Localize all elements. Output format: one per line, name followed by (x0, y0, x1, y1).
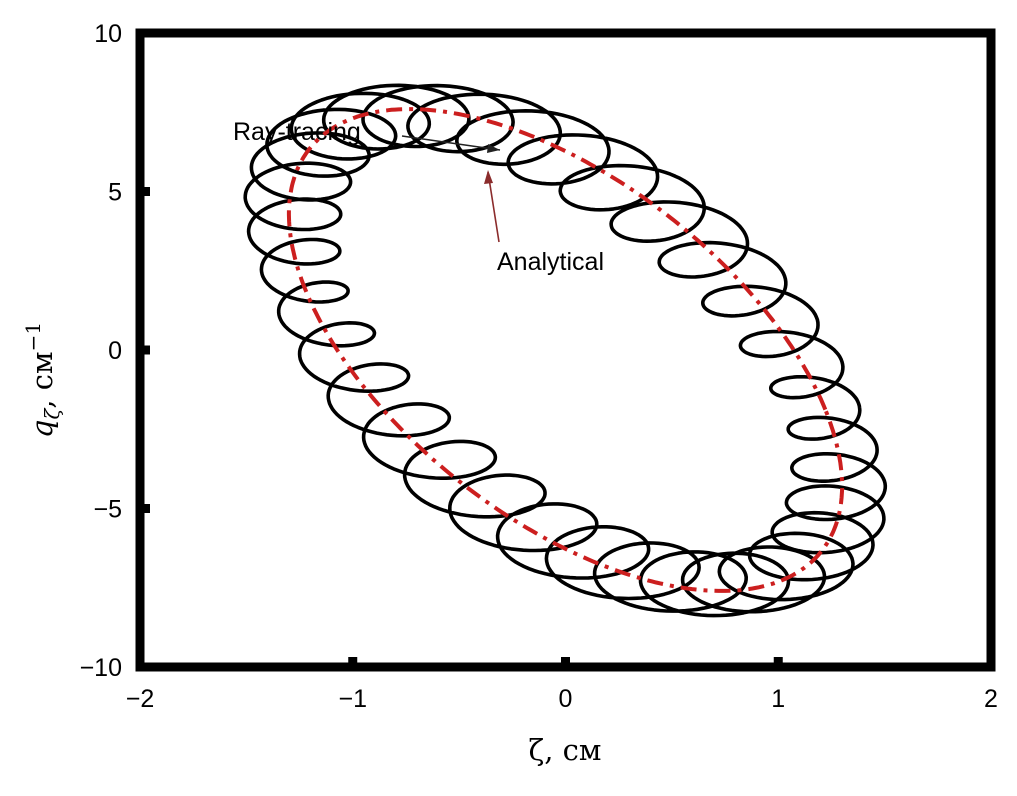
y-axis-title-sub: ζ (40, 408, 64, 420)
x-tick-label: 0 (559, 685, 573, 713)
annotation-analytical-arrowhead (484, 170, 493, 184)
annotation-analytical-arrow (487, 171, 500, 243)
x-tick-label: −1 (338, 685, 367, 713)
x-tick-label: 1 (771, 685, 785, 713)
y-axis-title-unit: , см (25, 351, 59, 408)
annotation-ray-tracing-arrow (401, 135, 501, 151)
annotation-analytical-label: Analytical (497, 248, 604, 276)
y-tick-label: 5 (108, 179, 122, 207)
y-axis-title-base: q (25, 420, 59, 439)
y-tick-label: −10 (80, 654, 122, 682)
analytical-series-line (286, 107, 845, 593)
y-axis-title: qζ, см−1 (21, 322, 64, 438)
x-tick-label: −2 (126, 685, 155, 713)
x-tick-label: 2 (984, 685, 998, 713)
ray-tracing-series-line (243, 83, 888, 618)
y-axis-title-sup: −1 (21, 322, 45, 351)
y-tick-label: 10 (94, 20, 122, 48)
y-tick-label: −5 (93, 496, 122, 524)
x-axis-title: ζ, см (529, 733, 602, 767)
y-tick-label: 0 (108, 337, 122, 365)
annotation-ray-tracing-label: Ray-tracing (233, 118, 361, 146)
annotation-ray-tracing-arrowhead (487, 144, 500, 153)
